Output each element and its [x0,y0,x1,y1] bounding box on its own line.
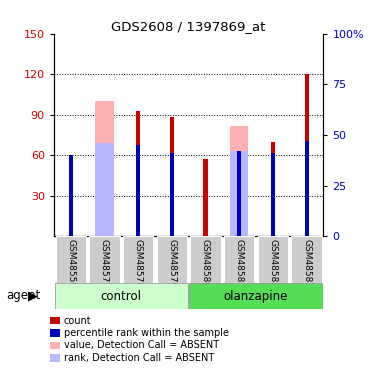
Text: rank, Detection Call = ABSENT: rank, Detection Call = ABSENT [64,353,214,363]
Bar [230,126,248,236]
Text: GSM48579: GSM48579 [167,238,176,288]
Bar [170,117,174,236]
Bar [123,236,153,283]
Bar [203,159,208,236]
Bar [230,151,248,236]
Bar [157,236,187,283]
Bar [95,143,114,236]
Bar [237,151,241,236]
Text: agent: agent [6,289,40,302]
Bar [170,153,174,236]
Text: GSM48580: GSM48580 [201,238,210,288]
Text: value, Detection Call = ABSENT: value, Detection Call = ABSENT [64,340,219,350]
Text: GSM48582: GSM48582 [268,238,277,288]
Bar [55,283,188,309]
Text: GSM48578: GSM48578 [134,238,142,288]
Bar [189,283,323,309]
Bar [291,236,322,283]
Bar [55,236,86,283]
Bar [95,101,114,236]
Bar [305,74,309,236]
Bar [136,111,140,236]
Bar [271,142,275,236]
Bar [136,145,140,236]
Bar [258,236,288,283]
Bar [69,155,73,236]
Bar [89,236,120,283]
Bar [69,158,73,236]
Text: olanzapine: olanzapine [224,290,288,303]
Text: count: count [64,316,91,326]
Text: GSM48559: GSM48559 [66,238,75,288]
Bar [271,153,275,236]
Bar [224,236,254,283]
Bar [305,141,309,236]
Text: control: control [101,290,142,303]
Title: GDS2608 / 1397869_at: GDS2608 / 1397869_at [112,20,266,33]
Text: GSM48581: GSM48581 [235,238,244,288]
Text: ▶: ▶ [28,289,37,302]
Text: percentile rank within the sample: percentile rank within the sample [64,328,229,338]
Bar [190,236,221,283]
Text: GSM48583: GSM48583 [302,238,311,288]
Text: GSM48577: GSM48577 [100,238,109,288]
